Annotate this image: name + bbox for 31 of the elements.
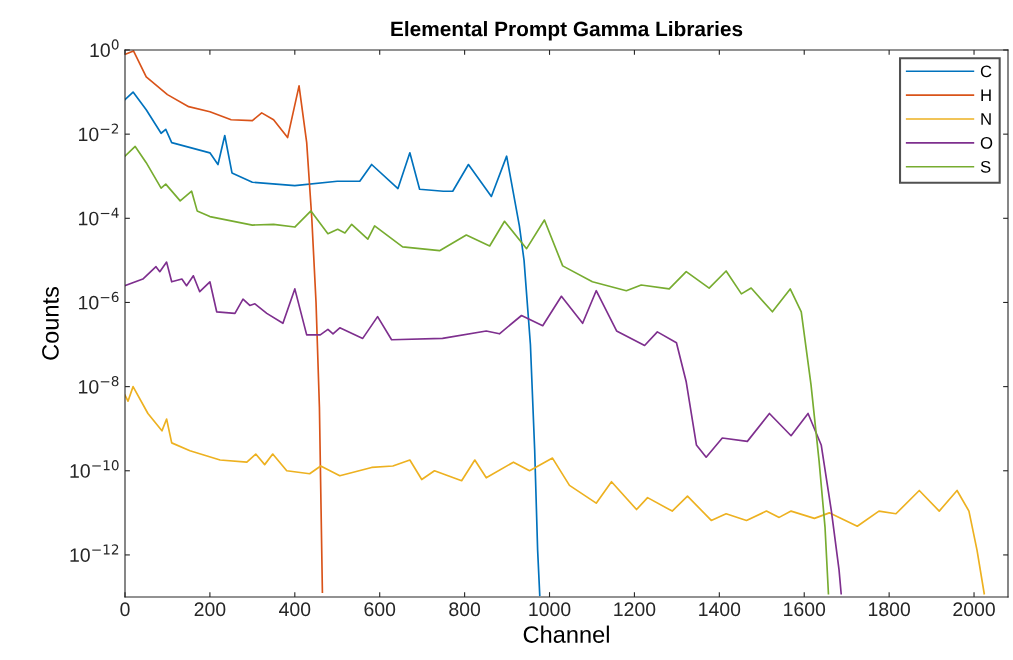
x-tick-label: 600 xyxy=(364,602,396,617)
y-axis-title: Counts xyxy=(42,286,59,360)
legend-label: O xyxy=(980,137,993,149)
x-tick-label: 1000 xyxy=(529,602,571,617)
y-tick-label: 10$^{−4}$ xyxy=(79,207,119,226)
legend-label: S xyxy=(980,160,991,173)
y-tick-label: 10$^{0}$ xyxy=(90,39,119,58)
y-tick-label: 10$^{−12}$ xyxy=(70,544,119,563)
y-tick-label: 10$^{−10}$ xyxy=(70,460,119,478)
y-tick-label: 10$^{−2}$ xyxy=(79,123,119,142)
legend-label: N xyxy=(981,113,991,125)
x-tick-label: 1200 xyxy=(614,602,656,617)
line-series xyxy=(125,261,842,595)
line-series xyxy=(125,145,830,595)
legend-label: C xyxy=(980,65,992,78)
x-tick-label: 800 xyxy=(449,602,481,617)
x-tick-label: 400 xyxy=(279,602,311,617)
line-series xyxy=(125,385,986,595)
x-tick-label: 200 xyxy=(194,602,226,617)
x-tick-label: 1600 xyxy=(784,602,826,617)
x-tick-label: 2000 xyxy=(953,602,995,617)
line-series xyxy=(125,50,324,594)
y-tick-label: 10$^{−6}$ xyxy=(79,291,119,310)
x-tick-label: 1800 xyxy=(868,602,910,617)
line-series xyxy=(125,91,541,597)
x-axis-title: Channel xyxy=(523,625,609,643)
x-tick-label: 1400 xyxy=(699,602,741,617)
x-tick-label: 0 xyxy=(120,602,130,617)
chart-title: Elemental Prompt Gamma Libraries xyxy=(391,21,743,41)
legend-label: H xyxy=(981,89,991,101)
y-tick-label: 10$^{−8}$ xyxy=(79,375,119,394)
